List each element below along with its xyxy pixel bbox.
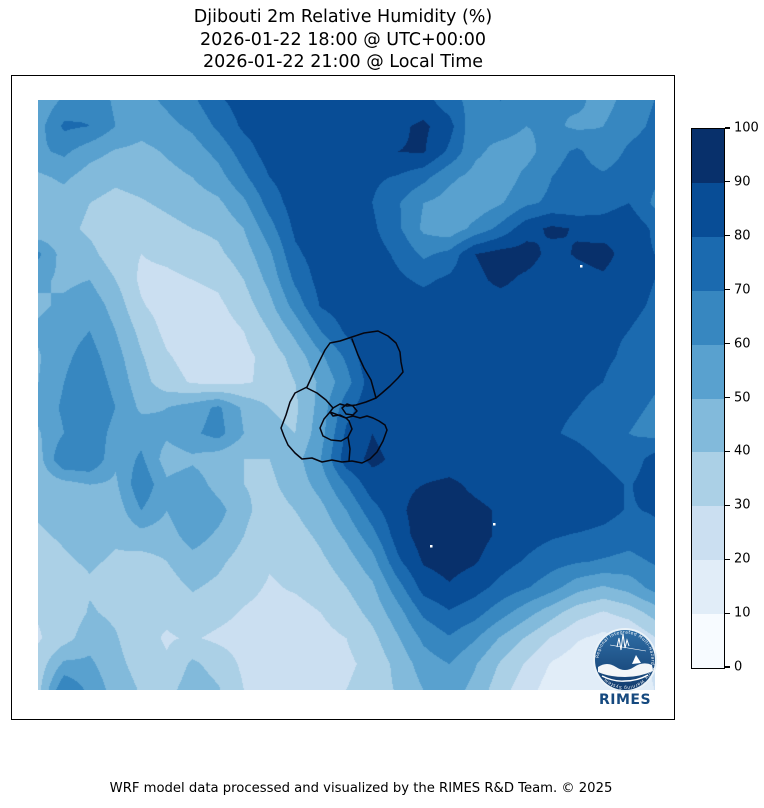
- colorbar-segment: [692, 398, 724, 453]
- wave-icon: [598, 663, 653, 677]
- djibouti-boundaries: [280, 330, 404, 464]
- white-speck: [493, 523, 496, 526]
- colorbar-tick: [725, 450, 730, 452]
- colorbar-tick-label: 30: [734, 497, 751, 513]
- boundary-path: [319, 411, 353, 442]
- boundary-path: [347, 436, 351, 462]
- colorbar-segment: [692, 506, 724, 561]
- white-specks: [430, 265, 583, 548]
- boundary-path: [280, 330, 404, 464]
- colorbar-tick-label: 50: [734, 390, 751, 405]
- colorbar-tick-label: 80: [734, 228, 751, 244]
- rimes-logo: Regional Integrated Multi-Hazard Early W…: [590, 625, 660, 695]
- colorbar-tick: [725, 289, 730, 291]
- colorbar-tick: [725, 343, 730, 345]
- colorbar-tick-label: 100: [734, 120, 759, 136]
- boundary-overlay: [280, 265, 583, 548]
- colorbar-segment: [692, 290, 724, 345]
- humidity-field-canvas: [38, 100, 655, 690]
- white-speck: [580, 265, 583, 268]
- colorbar-tick: [725, 504, 730, 506]
- rimes-logo-label: RIMES: [598, 692, 652, 708]
- colorbar-tick: [725, 612, 730, 614]
- rimes-logo-emblem: Regional Integrated Multi-Hazard Early W…: [593, 628, 657, 692]
- colorbar-tick-label: 90: [734, 174, 751, 190]
- chart-title: Djibouti 2m Relative Humidity (%): [193, 7, 493, 27]
- boundary-path: [351, 338, 377, 399]
- white-speck: [430, 545, 433, 548]
- colorbar-tick: [725, 181, 730, 183]
- colorbar-segment: [692, 452, 724, 507]
- colorbar-segment: [692, 129, 724, 183]
- colorbar-tick: [725, 396, 730, 399]
- boundary-path: [341, 403, 358, 416]
- colorbar-segment: [692, 236, 724, 291]
- chart-subtitle-local: 2026-01-22 21:00 @ Local Time: [202, 52, 484, 72]
- colorbar-tick-label: 20: [734, 551, 751, 567]
- colorbar-tick: [725, 235, 730, 237]
- colorbar-segment: [692, 560, 724, 615]
- colorbar-tick: [725, 127, 730, 129]
- colorbar: [691, 128, 725, 669]
- footer-credit: WRF model data processed and visualized …: [109, 781, 613, 796]
- colorbar-tick-label: 40: [734, 443, 751, 459]
- colorbar-tick-label: 0: [734, 659, 743, 675]
- colorbar-segment: [692, 614, 724, 669]
- colorbar-tick-label: 70: [734, 282, 751, 298]
- chart-title-block: Djibouti 2m Relative Humidity (%) 2026-0…: [0, 6, 686, 74]
- horizon-line: [609, 644, 647, 652]
- sail-icon: [632, 655, 641, 664]
- boundary-path: [306, 387, 334, 409]
- seismograph-icon: [616, 633, 630, 651]
- colorbar-tick: [725, 558, 730, 560]
- colorbar-segment: [692, 344, 724, 399]
- colorbar-tick-label: 60: [734, 336, 751, 352]
- colorbar-tick-label: 10: [734, 605, 751, 621]
- wave-line-icon: [601, 674, 649, 682]
- colorbar-segment: [692, 182, 724, 237]
- chart-subtitle-utc: 2026-01-22 18:00 @ UTC+00:00: [199, 29, 487, 50]
- colorbar-tick: [725, 666, 730, 668]
